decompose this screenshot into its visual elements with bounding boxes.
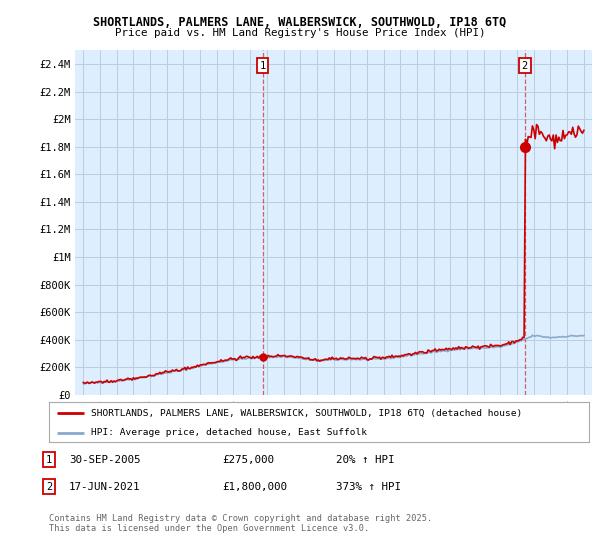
Text: Price paid vs. HM Land Registry's House Price Index (HPI): Price paid vs. HM Land Registry's House … xyxy=(115,28,485,38)
Text: Contains HM Land Registry data © Crown copyright and database right 2025.
This d: Contains HM Land Registry data © Crown c… xyxy=(49,514,433,534)
Text: 2: 2 xyxy=(46,482,52,492)
Text: SHORTLANDS, PALMERS LANE, WALBERSWICK, SOUTHWOLD, IP18 6TQ (detached house): SHORTLANDS, PALMERS LANE, WALBERSWICK, S… xyxy=(91,409,523,418)
Text: 17-JUN-2021: 17-JUN-2021 xyxy=(69,482,140,492)
Text: 20% ↑ HPI: 20% ↑ HPI xyxy=(336,455,395,465)
Text: £1,800,000: £1,800,000 xyxy=(222,482,287,492)
Text: 30-SEP-2005: 30-SEP-2005 xyxy=(69,455,140,465)
Text: SHORTLANDS, PALMERS LANE, WALBERSWICK, SOUTHWOLD, IP18 6TQ: SHORTLANDS, PALMERS LANE, WALBERSWICK, S… xyxy=(94,16,506,29)
Text: £275,000: £275,000 xyxy=(222,455,274,465)
Text: 1: 1 xyxy=(260,60,266,71)
Text: 2: 2 xyxy=(521,60,528,71)
Text: 373% ↑ HPI: 373% ↑ HPI xyxy=(336,482,401,492)
Text: HPI: Average price, detached house, East Suffolk: HPI: Average price, detached house, East… xyxy=(91,428,367,437)
Text: 1: 1 xyxy=(46,455,52,465)
